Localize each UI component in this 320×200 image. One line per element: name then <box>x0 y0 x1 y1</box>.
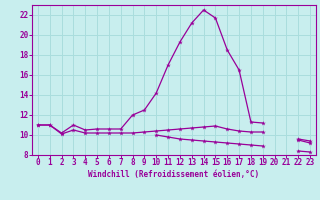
X-axis label: Windchill (Refroidissement éolien,°C): Windchill (Refroidissement éolien,°C) <box>88 170 260 179</box>
